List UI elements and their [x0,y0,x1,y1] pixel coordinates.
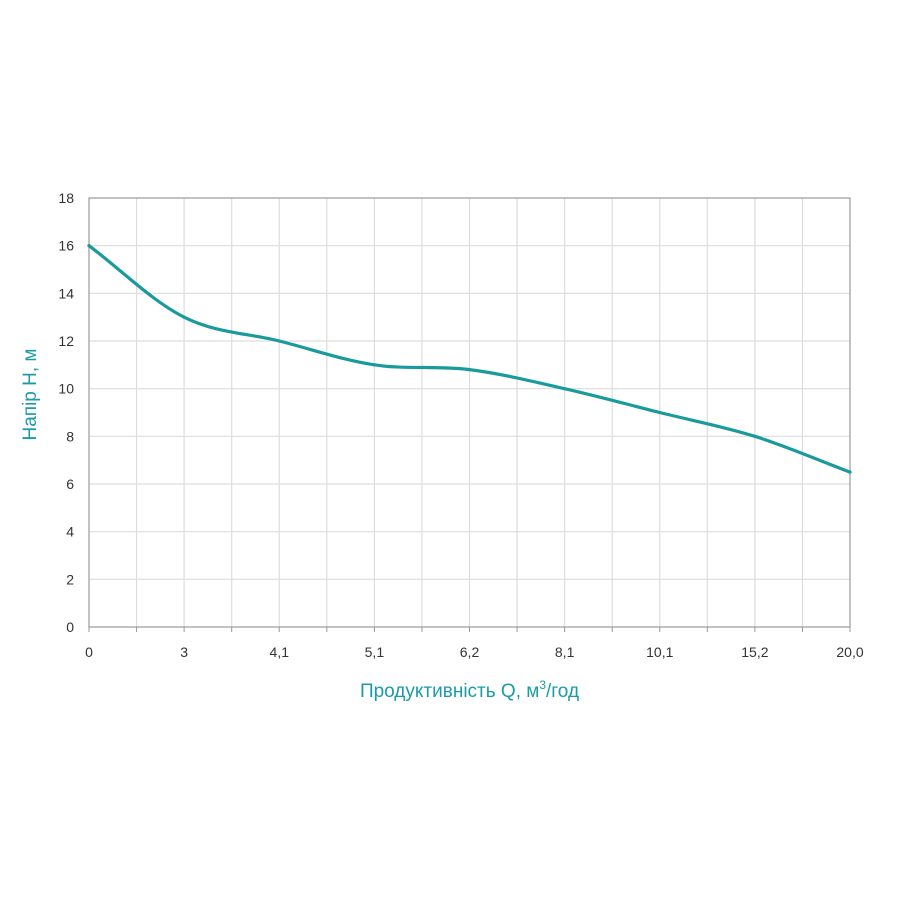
y-tick-label: 6 [66,476,74,492]
x-tick-label: 5,1 [365,644,385,660]
y-tick-label: 4 [66,524,74,540]
grid [89,198,850,627]
tick-marks [88,627,851,632]
x-tick-label: 20,0 [836,644,863,660]
y-tick-label: 16 [58,238,74,254]
y-tick-labels: 0 2 4 6 8 10 12 14 16 18 [58,190,74,635]
x-tick-label: 3 [180,644,188,660]
data-point [467,368,472,372]
y-tick-label: 18 [58,190,74,206]
x-tick-label: 6,2 [460,644,480,660]
x-axis-title-main: Продуктивність Q, м [360,681,539,702]
x-tick-label: 8,1 [555,644,575,660]
y-tick-label: 14 [58,285,74,301]
x-tick-label: 15,2 [741,644,768,660]
x-tick-label: 0 [85,644,93,660]
y-tick-label: 8 [66,428,74,444]
x-tick-label: 10,1 [646,644,673,660]
y-tick-label: 2 [66,571,74,587]
data-points [87,244,852,474]
y-axis-title: Напір H, м [20,349,41,441]
y-tick-label: 10 [58,381,74,397]
x-axis-title: Продуктивність Q, м3/год [360,678,579,702]
x-tick-label: 4,1 [270,644,290,660]
data-point [848,470,852,474]
data-point [277,339,281,343]
data-point [372,363,376,367]
y-tick-label: 12 [58,333,74,349]
data-point [753,434,757,438]
x-tick-labels: 0 3 4,1 5,1 6,2 8,1 10,1 15,2 20,0 [85,644,864,660]
data-point [87,244,91,248]
x-axis-title-tail: /год [546,681,579,702]
x-axis-title-superscript: 3 [539,678,546,692]
data-point [658,410,662,415]
data-point [182,315,186,319]
data-point [563,387,567,391]
y-tick-label: 0 [66,619,74,635]
